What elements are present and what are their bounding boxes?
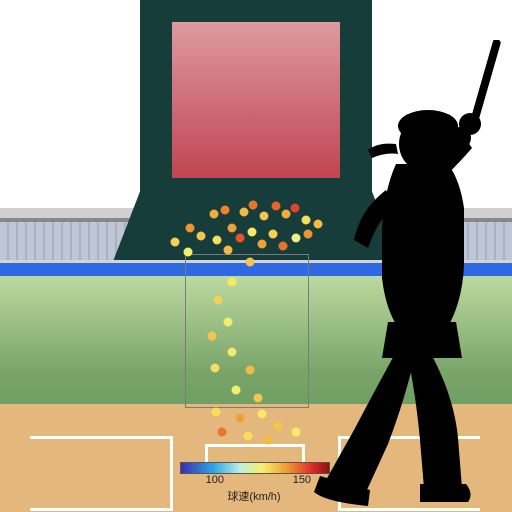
pitch-point (221, 206, 230, 215)
chalk-line (205, 444, 305, 447)
pitch-point (197, 232, 206, 241)
pitch-point (254, 394, 263, 403)
pitch-point (279, 242, 288, 251)
pitch-point (212, 408, 221, 417)
pitch-point (208, 332, 217, 341)
legend-title: 球速(km/h) (180, 488, 328, 504)
pitch-point (228, 348, 237, 357)
chalk-line (338, 436, 341, 511)
chalk-line (338, 508, 480, 511)
chalk-line (170, 436, 173, 511)
pitch-point (213, 236, 222, 245)
pitch-point (282, 210, 291, 219)
pitch-point (228, 224, 237, 233)
pitch-location-chart: 100 150 球速(km/h) (0, 0, 512, 512)
pitch-point (240, 208, 249, 217)
pitch-point (224, 246, 233, 255)
pitch-point (274, 422, 283, 431)
legend-colorbar (180, 462, 330, 474)
legend-tick: 100 (206, 474, 224, 486)
pitch-point (302, 216, 311, 225)
pitch-point (171, 238, 180, 247)
chalk-line (30, 436, 172, 439)
pitch-point (272, 202, 281, 211)
pitch-point (246, 258, 255, 267)
jumbotron-screen (172, 22, 340, 178)
legend-tick: 150 (293, 474, 311, 486)
strike-zone (185, 254, 309, 408)
pitch-point (260, 212, 269, 221)
speed-legend: 100 150 球速(km/h) (180, 462, 328, 504)
pitch-point (246, 366, 255, 375)
pitch-point (258, 410, 267, 419)
pitch-point (224, 318, 233, 327)
chalk-line (338, 436, 480, 439)
pitch-point (214, 296, 223, 305)
pitch-point (248, 228, 257, 237)
pitch-point (314, 220, 323, 229)
pitch-point (236, 414, 245, 423)
pitch-point (184, 248, 193, 257)
pitch-point (232, 386, 241, 395)
pitch-point (258, 240, 267, 249)
pitch-point (218, 428, 227, 437)
pitch-point (228, 278, 237, 287)
pitch-point (292, 234, 301, 243)
pitch-point (210, 210, 219, 219)
pitch-point (291, 204, 300, 213)
legend-tick-labels: 100 150 (180, 474, 328, 488)
pitch-point (186, 224, 195, 233)
pitch-point (244, 432, 253, 441)
pitch-point (269, 230, 278, 239)
chalk-line (30, 508, 172, 511)
pitch-point (292, 428, 301, 437)
pitch-point (249, 201, 258, 210)
pitch-point (264, 436, 273, 445)
pitch-point (211, 364, 220, 373)
pitch-point (304, 230, 313, 239)
pitch-point (236, 234, 245, 243)
